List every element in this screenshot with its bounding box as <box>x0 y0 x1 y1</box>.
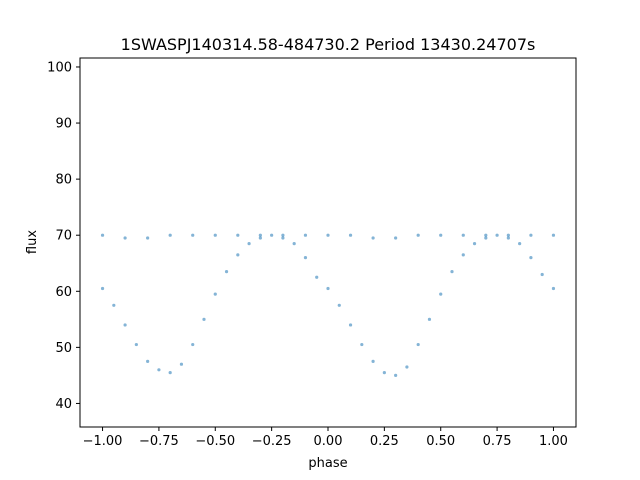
data-point <box>281 233 285 237</box>
data-point <box>134 342 138 347</box>
data-point <box>529 233 533 237</box>
data-point <box>348 323 353 327</box>
x-axis: −1.00 −0.75 −0.50 −0.25 0.00 0.25 0.50 0.75 1.00 <box>83 427 568 449</box>
data-point <box>551 286 556 291</box>
data-point <box>484 236 488 240</box>
data-point <box>202 317 206 321</box>
y-tick-label: 40 <box>55 397 72 412</box>
points-layer <box>100 233 556 378</box>
data-point <box>292 242 296 246</box>
chart-title: 1SWASPJ140314.58-484730.2 Period 13430.2… <box>121 35 536 54</box>
data-point <box>484 233 488 237</box>
data-point <box>146 359 150 363</box>
data-point <box>315 275 319 279</box>
data-point <box>247 242 251 246</box>
data-point <box>439 233 443 237</box>
data-point <box>168 371 172 375</box>
x-tick-label: 1.00 <box>539 434 568 449</box>
data-point <box>416 342 420 347</box>
data-point <box>112 303 116 307</box>
data-point <box>213 233 217 237</box>
data-point <box>461 253 465 257</box>
data-point <box>427 317 432 321</box>
data-point <box>518 242 522 246</box>
data-point <box>258 233 262 237</box>
data-point <box>146 236 150 240</box>
data-point <box>191 233 195 237</box>
x-axis-label: phase <box>308 456 347 471</box>
data-point <box>551 233 556 237</box>
data-point <box>382 371 386 375</box>
data-point <box>529 256 533 260</box>
data-point <box>100 233 105 237</box>
x-tick-label: −1.00 <box>83 434 123 449</box>
y-tick-label: 60 <box>55 285 72 300</box>
y-axis-label: flux <box>25 230 40 254</box>
data-point <box>450 270 454 274</box>
data-point <box>100 286 105 291</box>
data-point <box>360 342 364 347</box>
x-tick-label: −0.75 <box>139 434 179 449</box>
data-point <box>326 286 330 291</box>
data-point <box>191 342 195 347</box>
data-point <box>303 233 308 237</box>
data-point <box>303 256 308 260</box>
x-tick-label: 0.00 <box>314 434 343 449</box>
data-point <box>236 233 240 237</box>
y-tick-label: 50 <box>55 341 72 356</box>
y-tick-label: 70 <box>55 229 72 244</box>
data-point <box>371 236 375 240</box>
data-point <box>405 365 409 369</box>
data-point <box>326 233 330 237</box>
data-point <box>461 233 465 237</box>
data-point <box>157 368 161 372</box>
data-point <box>540 272 544 277</box>
data-point <box>270 233 274 237</box>
data-point <box>123 236 127 240</box>
data-point <box>439 292 443 296</box>
data-point <box>416 233 420 237</box>
data-point <box>472 242 477 246</box>
data-point <box>236 253 240 257</box>
x-tick-label: −0.50 <box>195 434 235 449</box>
data-point <box>281 236 285 240</box>
y-tick-label: 80 <box>55 173 72 188</box>
x-tick-label: −0.25 <box>252 434 292 449</box>
data-point <box>371 359 375 363</box>
data-point <box>495 233 499 237</box>
data-point <box>337 303 341 307</box>
data-point <box>394 373 398 378</box>
y-axis: 40 50 60 70 80 90 100 <box>47 60 80 412</box>
data-point <box>506 236 510 240</box>
x-tick-label: 0.25 <box>370 434 399 449</box>
data-point <box>224 270 229 274</box>
y-tick-label: 100 <box>47 60 72 75</box>
data-point <box>213 292 217 296</box>
data-point <box>179 362 184 366</box>
data-point <box>123 323 127 327</box>
data-point <box>348 233 353 237</box>
data-point <box>394 236 398 240</box>
data-point <box>168 233 172 237</box>
data-point <box>258 236 262 240</box>
x-tick-label: 0.75 <box>483 434 512 449</box>
y-tick-label: 90 <box>55 117 72 132</box>
x-tick-label: 0.50 <box>426 434 455 449</box>
data-point <box>506 233 510 237</box>
